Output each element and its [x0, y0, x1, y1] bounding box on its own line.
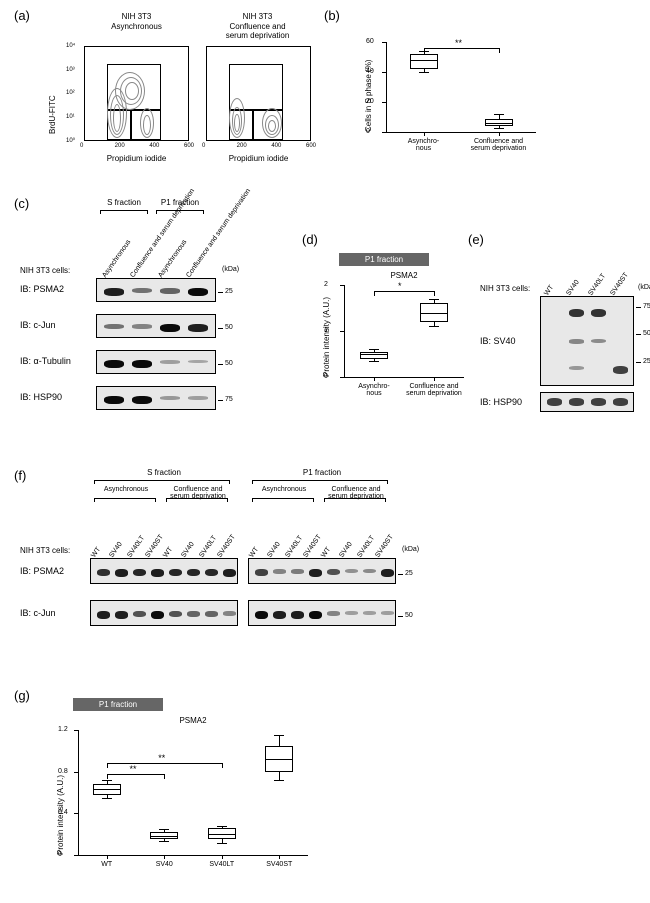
blot: [96, 350, 216, 374]
ib-label: IB: α-Tubulin: [20, 356, 71, 366]
blot: [248, 558, 396, 584]
panel-label-b: (b): [324, 8, 340, 23]
blot: [96, 386, 216, 410]
boxplot-ylabel: Protein intensity (A.U.): [322, 297, 331, 377]
panel-f-blots: S fractionAsynchronousWTSV40SV40LTSV40ST…: [20, 474, 635, 674]
panel-e-blots: WTSV40SV40LTSV40STNIH 3T3 cells:(kDa)IB:…: [480, 246, 645, 436]
panel-b-boxplot: Cells in S phase (%)0204060Asynchro-nous…: [356, 38, 556, 168]
panel-c-blots: S fractionP1 fractionAsynchronousConflue…: [20, 200, 300, 450]
facs-xlabel-l: Propidium iodide: [84, 154, 189, 163]
facs-ylabel: BrdU-FITC: [48, 95, 57, 134]
boxplot-category: Confluence andserum deprivation: [461, 138, 536, 152]
boxplot-category: SV40ST: [251, 861, 309, 868]
panel-a: NIH 3T3 Asynchronous NIH 3T3 Confluence …: [40, 12, 320, 182]
boxplot-category: Asynchro-nous: [344, 383, 404, 397]
header-bar: P1 fraction: [339, 253, 429, 266]
boxplot-category: SV40LT: [193, 861, 251, 868]
facs-plot-conf: [206, 46, 311, 141]
blot: [248, 600, 396, 626]
facs-title-l1: NIH 3T3: [84, 12, 189, 21]
facs-title-r3: serum deprivation: [200, 31, 315, 40]
blot: [96, 314, 216, 338]
facs-plot-async: [84, 46, 189, 141]
facs-xlabel-r: Propidium iodide: [206, 154, 311, 163]
blot: [96, 278, 216, 302]
panel-label-g: (g): [14, 688, 30, 703]
blot: [90, 558, 238, 584]
facs-title-l2: Asynchronous: [84, 22, 189, 31]
facs-title-r2: Confluence and: [200, 22, 315, 31]
panel-label-a: (a): [14, 8, 30, 23]
ib-label: IB: PSMA2: [20, 284, 64, 294]
panel-g-boxplot: P1 fractionPSMA2Protein intensity (A.U.)…: [34, 700, 334, 890]
panel-label-d: (d): [302, 232, 318, 247]
boxplot-title: PSMA2: [78, 716, 308, 725]
boxplot-category: Confluence andserum deprivation: [404, 383, 464, 397]
boxplot-category: SV40: [136, 861, 194, 868]
boxplot-category: WT: [78, 861, 136, 868]
ib-label: IB: c-Jun: [20, 320, 56, 330]
header-bar: P1 fraction: [73, 698, 163, 711]
boxplot-category: Asynchro-nous: [386, 138, 461, 152]
ib-label: IB: HSP90: [20, 392, 62, 402]
boxplot-title: PSMA2: [344, 271, 464, 280]
blot: [90, 600, 238, 626]
facs-title-r1: NIH 3T3: [200, 12, 315, 21]
panel-label-e: (e): [468, 232, 484, 247]
panel-d: P1 fraction PSMA2 Protein intensity (A.U.)…: [310, 255, 470, 425]
